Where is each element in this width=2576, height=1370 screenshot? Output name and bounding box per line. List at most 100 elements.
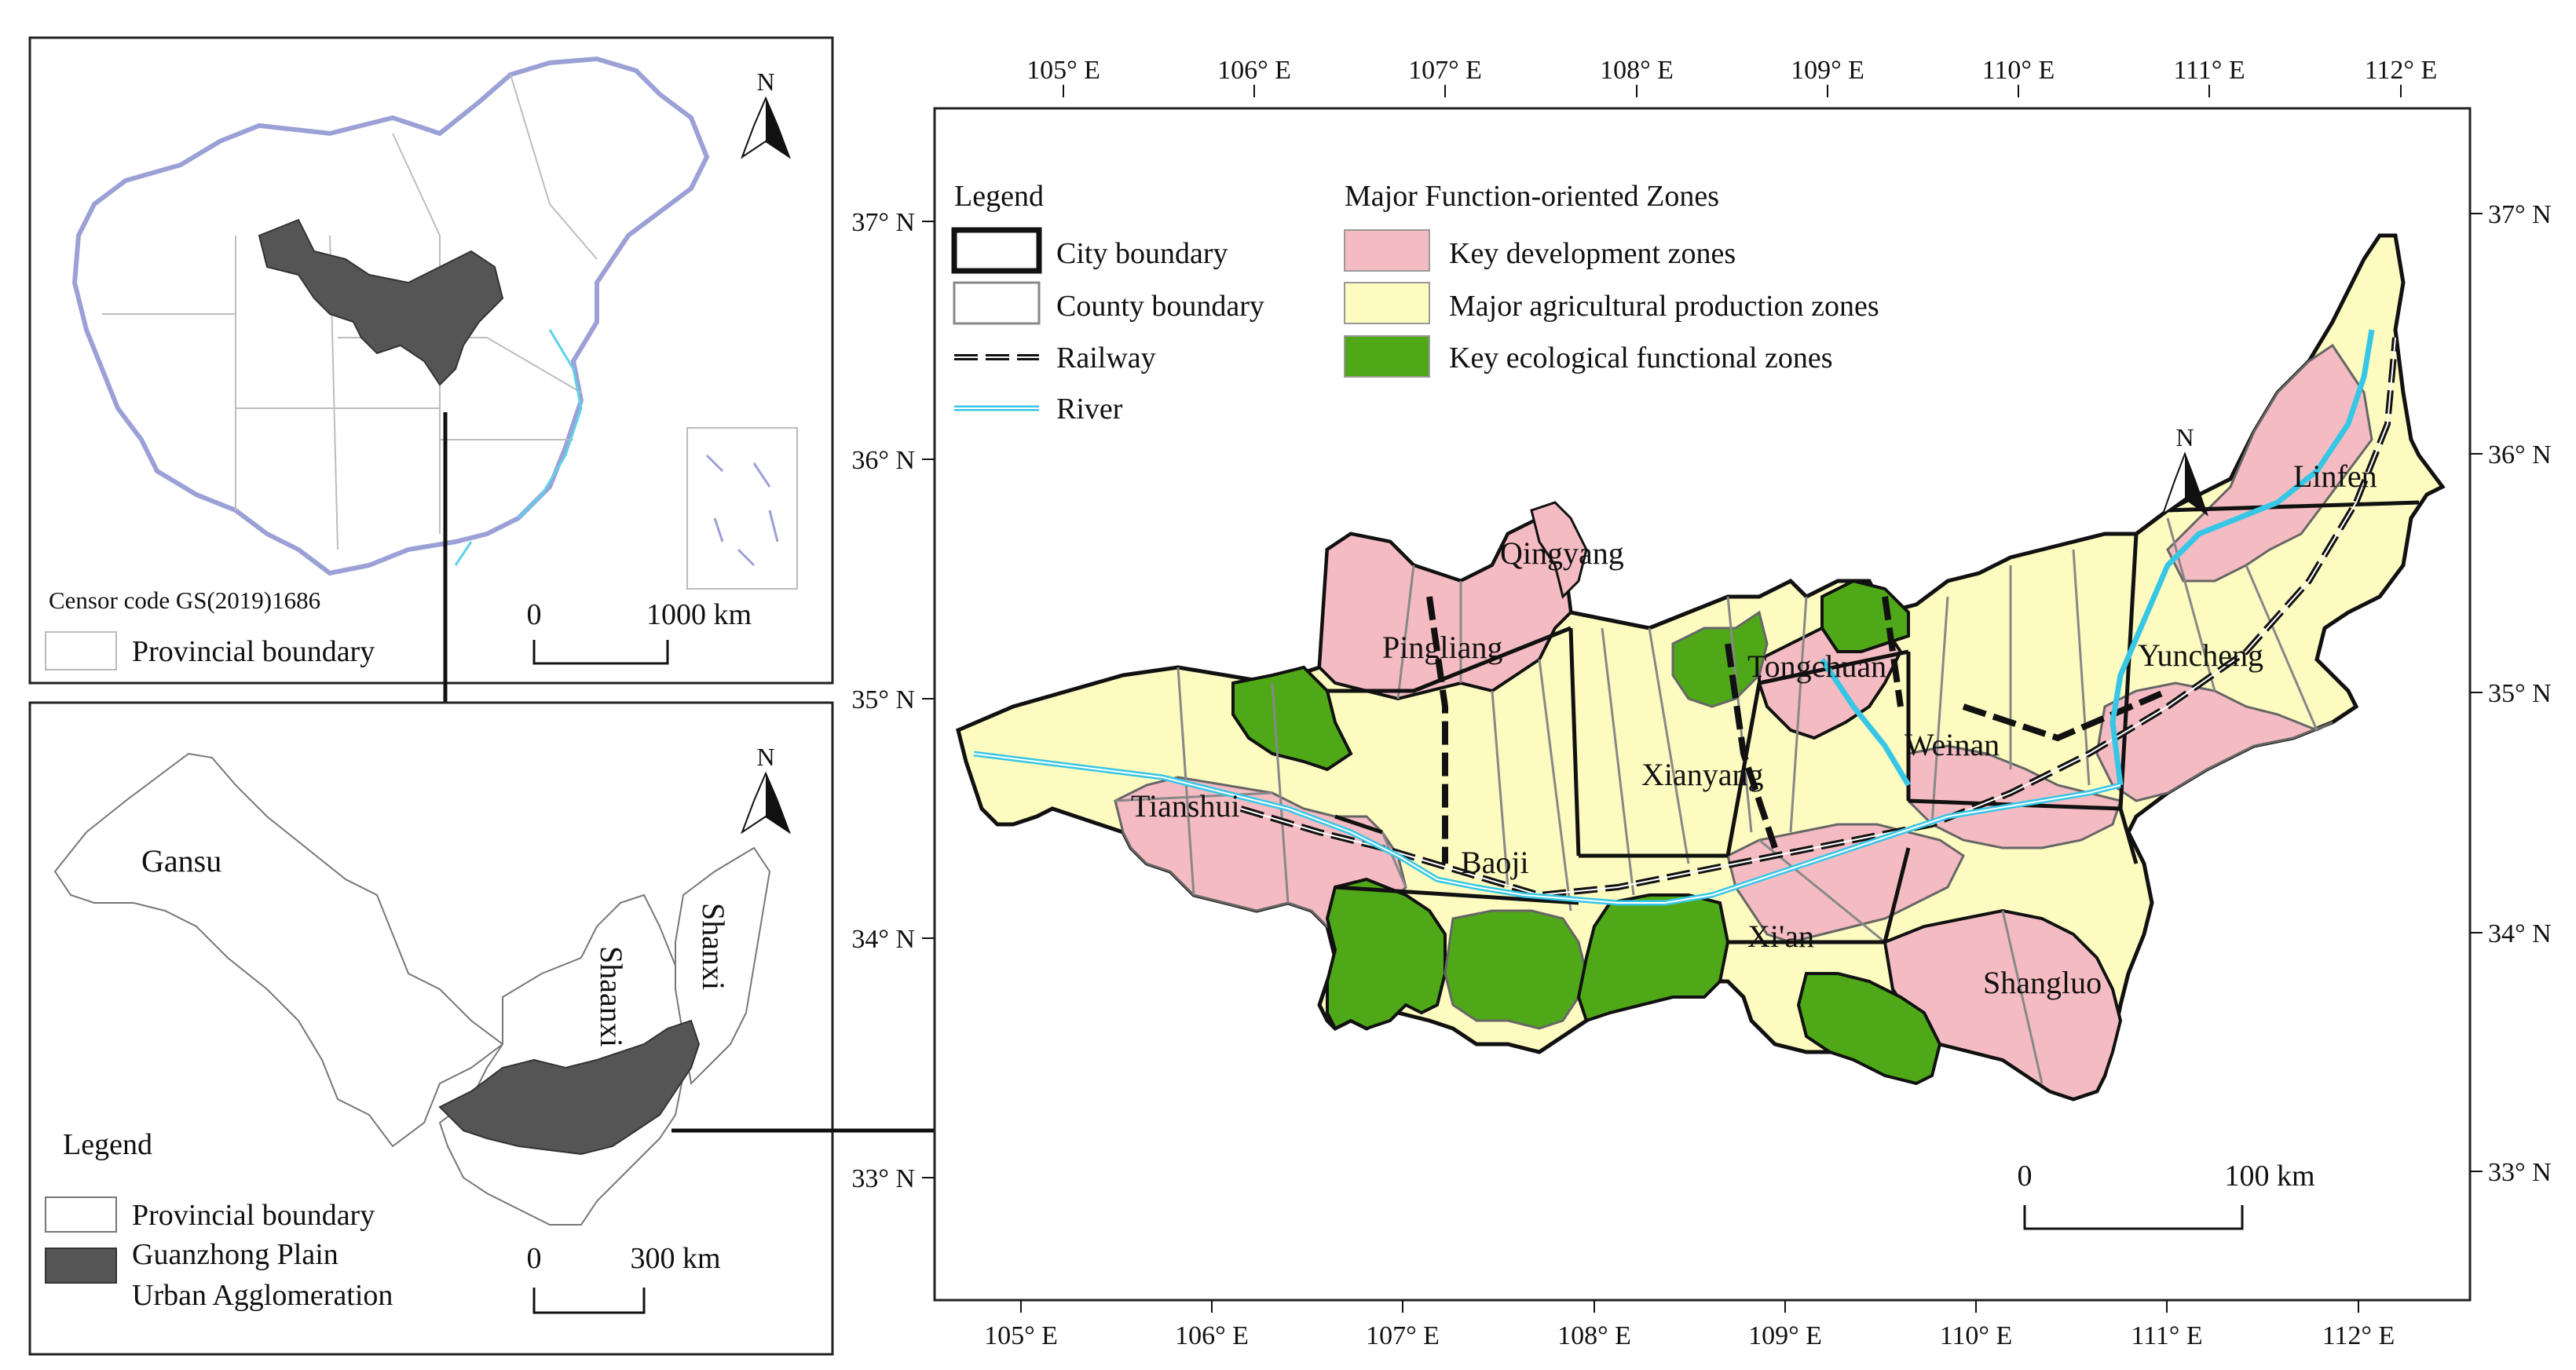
legend-swatch-key-development [1344, 229, 1430, 272]
main-north-label: N [2175, 423, 2194, 451]
zone-eco-5 [1444, 909, 1588, 1030]
zone-eco-4 [1325, 877, 1447, 1031]
legend-label-ecological: Key ecological functional zones [1449, 342, 1833, 374]
lat-left-35: 35° N [851, 685, 915, 714]
lat-right-35: 35° N [2488, 679, 2552, 708]
zone-dev-weinan [1907, 744, 2122, 849]
china-coast-river [454, 329, 583, 566]
china-scale-bar [532, 640, 669, 665]
lon-top-105: 105° E [1026, 56, 1100, 85]
lon-bottom-107: 107° E [1366, 1321, 1440, 1350]
censor-code: Censor code GS(2019)1686 [49, 586, 320, 614]
region-legend-swatch-guanzhong [45, 1248, 117, 1284]
zone-dev-qingyang [1530, 501, 1588, 599]
legend-label-key-development: Key development zones [1449, 237, 1736, 270]
china-north-label: N [756, 68, 774, 96]
city-label-weinan: Weinan [1905, 727, 2000, 762]
guanzhong-plain-highlight-china [258, 218, 504, 386]
legend-swatch-county-boundary [953, 281, 1041, 325]
lon-top-106: 106° E [1217, 56, 1291, 85]
city-label-yuncheng: Yuncheng [2138, 638, 2263, 673]
lon-bottom-111: 111° E [2131, 1321, 2202, 1350]
legend-label-railway: Railway [1056, 342, 1156, 374]
city-label-baoji: Baoji [1461, 845, 1529, 880]
shanxi-outline [675, 846, 771, 1086]
main-legend-title: Legend [954, 180, 1044, 213]
longitude-ticks [1020, 85, 2402, 1313]
gansu-outline [53, 752, 504, 1148]
china-legend-label: Provincial boundary [132, 635, 375, 668]
city-label-pingliang: Pingliang [1382, 630, 1502, 665]
rivers-inner [973, 753, 2121, 904]
city-label-tongchuan: Tongchuan [1747, 648, 1886, 684]
legend-swatch-agricultural [1344, 282, 1430, 324]
lon-top-107: 107° E [1408, 56, 1482, 85]
lon-top-110: 110° E [1982, 56, 2055, 85]
city-label-shangluo: Shangluo [1983, 965, 2102, 1000]
lon-bottom-110: 110° E [1940, 1321, 2013, 1350]
city-label-tianshui: Tianshui [1131, 788, 1240, 824]
lon-top-112: 112° E [2365, 56, 2438, 85]
main-north-arrow-half [2185, 454, 2207, 514]
zone-eco-1 [1231, 665, 1353, 772]
legend-label-city-boundary: City boundary [1056, 237, 1228, 270]
region-legend-provincial: Provincial boundary [132, 1199, 375, 1232]
legend-label-river: River [1056, 393, 1123, 426]
region-inset: N Gansu Shaanxi Shanxi Legend Provincial… [28, 701, 834, 1356]
lat-left-33: 33° N [851, 1164, 915, 1193]
lon-top-111: 111° E [2173, 56, 2245, 85]
china-inset: N Censor code GS(2019)1686 Provincial bo… [28, 36, 834, 685]
china-north-arrow-half [766, 98, 789, 157]
legend-label-county-boundary: County boundary [1056, 290, 1264, 323]
guanzhong-plain-highlight-region [438, 1019, 701, 1156]
region-north-label: N [756, 743, 774, 771]
china-scale-end: 1000 km [646, 598, 752, 631]
main-scale-end: 100 km [2224, 1160, 2314, 1193]
china-scale-start: 0 [527, 598, 542, 631]
south-china-sea-dashes [705, 454, 779, 567]
region-legend-guanzhong-2: Urban Agglomeration [132, 1279, 393, 1312]
lon-top-108: 108° E [1600, 56, 1674, 85]
city-label-linfen: Linfen [2293, 458, 2377, 494]
label-shaanxi: Shaanxi [594, 946, 629, 1047]
region-legend-title: Legend [63, 1128, 152, 1161]
lat-right-36: 36° N [2488, 440, 2552, 469]
zone-eco-2 [1671, 610, 1769, 708]
legend-label-agricultural: Major agricultural production zones [1449, 290, 1879, 323]
region-north-arrow-half [766, 773, 789, 832]
region-scale-bar [532, 1288, 646, 1314]
main-scale-bar [2023, 1205, 2244, 1230]
lat-right-37: 37° N [2488, 200, 2552, 229]
city-label-xianyang: Xianyang [1641, 757, 1764, 792]
zone-eco-7 [1796, 972, 1942, 1086]
label-gansu: Gansu [141, 843, 221, 879]
legend-swatch-ecological [1344, 335, 1430, 378]
city-label-qingyang: Qingyang [1500, 535, 1624, 571]
south-china-sea-inset [686, 427, 798, 590]
label-shanxi: Shanxi [696, 903, 731, 990]
main-map: 105° E 106° E 107° E 108° E 109° E 110° … [851, 56, 2551, 1350]
county-boundaries [1114, 517, 2318, 1084]
region-scale-end: 300 km [630, 1242, 720, 1275]
lon-bottom-109: 109° E [1748, 1321, 1822, 1350]
legend-swatch-city-boundary [951, 227, 1042, 274]
lat-left-37: 37° N [851, 208, 915, 237]
region-scale-start: 0 [527, 1242, 542, 1275]
lat-left-36: 36° N [851, 446, 915, 475]
region-legend-guanzhong-1: Guanzhong Plain [132, 1238, 338, 1271]
region-legend-swatch-provincial [45, 1196, 117, 1233]
lat-left-34: 34° N [851, 925, 915, 954]
lat-right-33: 33° N [2488, 1158, 2552, 1187]
lon-bottom-106: 106° E [1175, 1321, 1249, 1350]
lon-bottom-108: 108° E [1557, 1321, 1631, 1350]
lon-bottom-112: 112° E [2322, 1321, 2395, 1350]
main-scale-start: 0 [2018, 1160, 2033, 1193]
zone-dev-linfen [2166, 343, 2373, 583]
lon-bottom-105: 105° E [984, 1321, 1058, 1350]
lon-top-109: 109° E [1791, 56, 1864, 85]
china-legend-swatch [45, 631, 117, 670]
city-label-xian: Xi'an [1747, 919, 1814, 954]
lat-right-34: 34° N [2488, 919, 2552, 948]
latitude-ticks [922, 213, 2483, 1178]
zones-title: Major Function-oriented Zones [1345, 180, 1719, 213]
